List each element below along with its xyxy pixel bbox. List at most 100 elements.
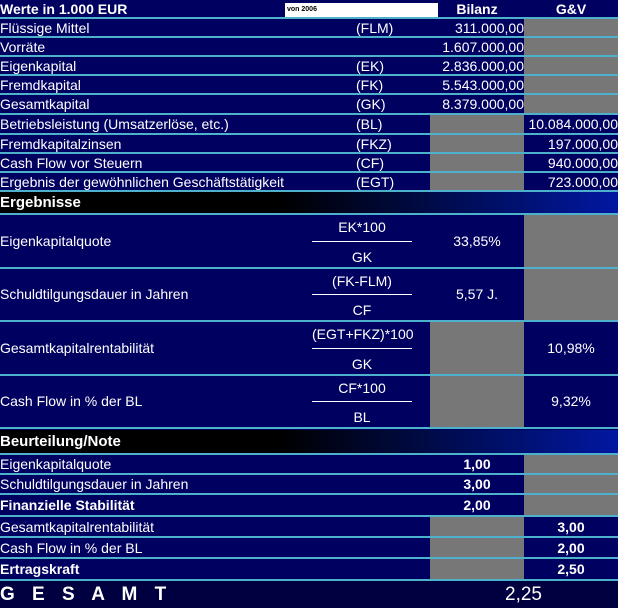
guv-grade: 3,00 — [557, 518, 585, 535]
row-label: Eigenkapitalquote — [0, 456, 112, 472]
row-label: Betriebsleistung (Umsatzerlöse, etc.) — [0, 116, 229, 132]
bilanz-value — [430, 322, 524, 374]
bilanz-value[interactable]: 2.836.000,00 — [442, 57, 524, 74]
formula: (FK-FLM) CF — [312, 269, 412, 321]
result-row: Gesamtkapitalrentabilität (EGT+FKZ)*100 GK… — [0, 322, 618, 376]
result-row: Cash Flow in % der BL CF*100 BL 9,32% — [0, 375, 618, 429]
guv-value — [524, 19, 618, 36]
col-guv: G&V — [555, 0, 587, 17]
row-label: Gesamtkapital — [0, 96, 90, 112]
guv-value: 9,32% — [551, 393, 591, 410]
bilanz-value: 5,57 J. — [455, 286, 499, 303]
input-row: Fremdkapitalzinsen (FKZ) 197.000,00 — [0, 135, 618, 154]
row-label: Cash Flow vor Steuern — [0, 154, 143, 171]
formula-denominator: GK — [351, 355, 373, 372]
total-label: G E S A M T — [0, 583, 173, 605]
bilanz-value — [430, 173, 524, 190]
guv-grade: 2,50 — [557, 561, 585, 577]
row-abbr: (EK) — [356, 57, 384, 74]
row-label: Finanzielle Stabilität — [0, 497, 135, 513]
section-ergebnisse: Ergebnisse — [0, 192, 618, 215]
formula-numerator: (FK-FLM) — [332, 272, 392, 289]
formula-numerator: CF*100 — [338, 379, 386, 396]
row-label: Ertragskraft — [0, 561, 80, 577]
guv-value[interactable]: 940.000,00 — [547, 154, 618, 171]
row-label: Eigenkapitalquote — [0, 232, 112, 249]
year-input[interactable]: von 2006 — [285, 3, 438, 17]
guv-grade: 2,00 — [557, 539, 585, 556]
row-abbr: (CF) — [356, 154, 384, 171]
rating-row: Cash Flow in % der BL 2,00 — [0, 538, 618, 559]
formula-denominator: CF — [352, 302, 372, 318]
input-row: Betriebsleistung (Umsatzerlöse, etc.) (BL… — [0, 115, 618, 135]
formula-numerator: EK*100 — [338, 219, 386, 235]
result-row: Schuldtilgungsdauer in Jahren (FK-FLM) CF 5… — [0, 268, 618, 322]
row-label: Fremdkapital — [0, 76, 81, 93]
col-bilanz: Bilanz — [456, 0, 498, 17]
input-row: Gesamtkapital (GK) 8.379.000,00 — [0, 95, 618, 115]
header-row: Werte in 1.000 EUR von 2006 Bilanz G&V — [0, 0, 618, 19]
guv-value — [524, 76, 618, 93]
input-row: Flüssige Mittel (FLM) 311.000,00 — [0, 19, 618, 38]
fraction-bar — [312, 294, 412, 296]
rating-row: Eigenkapitalquote 1,00 — [0, 455, 618, 475]
row-label: Ergebnis der gewöhnlichen Geschäftstätig… — [0, 173, 285, 190]
header-title: Werte in 1.000 EUR — [0, 0, 128, 17]
row-label: Gesamtkapitalrentabilität — [0, 518, 155, 535]
row-abbr: (FKZ) — [356, 135, 392, 152]
input-row: Ergebnis der gewöhnlichen Geschäftstätig… — [0, 173, 618, 192]
row-label: Fremdkapitalzinsen — [0, 135, 122, 152]
row-label: Vorräte — [0, 38, 46, 55]
input-row: Eigenkapital (EK) 2.836.000,00 — [0, 57, 618, 76]
bilanz-value[interactable]: 1.607.000,00 — [442, 38, 524, 55]
formula-denominator: GK — [351, 248, 373, 265]
bilanz-grade — [430, 538, 524, 557]
bilanz-value — [430, 375, 524, 427]
row-label: Flüssige Mittel — [0, 19, 90, 36]
guv-grade — [524, 475, 618, 493]
guv-value: 10,98% — [547, 339, 595, 356]
row-abbr: (BL) — [356, 116, 383, 132]
result-row: Eigenkapitalquote EK*100 GK 33,85% — [0, 215, 618, 269]
guv-value — [524, 38, 618, 55]
bilanz-value: 33,85% — [453, 232, 501, 249]
rating-row: Ertragskraft 2,50 — [0, 559, 618, 581]
guv-value[interactable]: 10.084.000,00 — [528, 116, 618, 132]
guv-value — [524, 215, 618, 267]
formula: CF*100 BL — [312, 376, 412, 428]
formula-numerator: (EGT+FKZ)*100 — [312, 326, 414, 342]
row-abbr: (FLM) — [356, 19, 394, 36]
input-row: Fremdkapital (FK) 5.543.000,00 — [0, 76, 618, 95]
bilanz-grade — [430, 517, 524, 536]
row-abbr: (FK) — [356, 76, 384, 93]
bilanz-grade: 3,00 — [463, 476, 491, 492]
bilanz-value[interactable]: 8.379.000,00 — [442, 96, 524, 112]
row-label: Schuldtilgungsdauer in Jahren — [0, 476, 189, 492]
bilanz-value[interactable]: 5.543.000,00 — [442, 76, 524, 93]
row-label: Cash Flow in % der BL — [0, 539, 143, 556]
total-row: G E S A M T 2,25 — [0, 581, 618, 608]
formula-denominator: BL — [353, 409, 371, 425]
row-label: Gesamtkapitalrentabilität — [0, 339, 155, 356]
guv-value — [524, 57, 618, 74]
fraction-bar — [312, 401, 412, 403]
bilanz-grade: 2,00 — [463, 497, 491, 513]
guv-value — [524, 95, 618, 113]
input-row: Vorräte 1.607.000,00 — [0, 38, 618, 57]
bilanz-value — [430, 135, 524, 152]
guv-value[interactable]: 723.000,00 — [547, 173, 618, 190]
guv-value[interactable]: 197.000,00 — [547, 135, 618, 152]
section-title: Beurteilung/Note — [0, 433, 121, 450]
bilanz-grade: 1,00 — [463, 456, 491, 472]
row-label: Cash Flow in % der BL — [0, 393, 143, 410]
row-label: Schuldtilgungsdauer in Jahren — [0, 286, 189, 303]
guv-grade — [524, 495, 618, 515]
row-abbr: (GK) — [356, 96, 386, 112]
input-row: Cash Flow vor Steuern (CF) 940.000,00 — [0, 154, 618, 173]
section-beurteilung: Beurteilung/Note — [0, 430, 618, 455]
bilanz-value — [430, 154, 524, 171]
formula: EK*100 GK — [312, 215, 412, 267]
formula: (EGT+FKZ)*100 GK — [312, 322, 414, 374]
bilanz-grade — [430, 559, 524, 579]
bilanz-value[interactable]: 311.000,00 — [454, 19, 524, 36]
